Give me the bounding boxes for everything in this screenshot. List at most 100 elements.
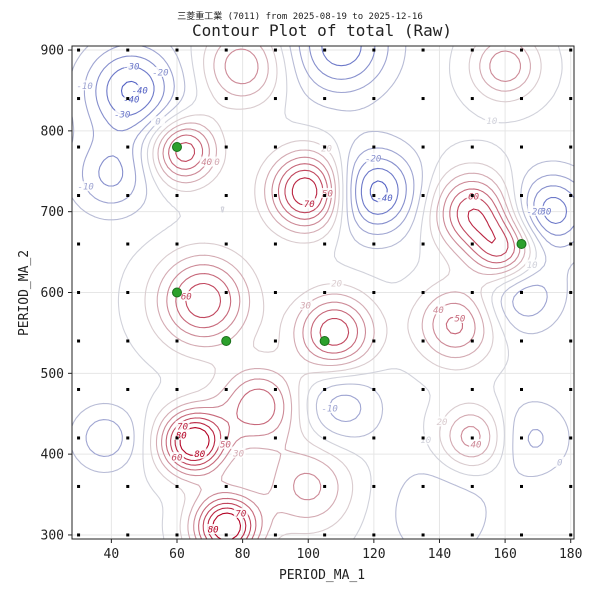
contour-label: 40 [433, 306, 444, 316]
contour-label: 20 [331, 279, 342, 289]
sample-point [323, 387, 327, 391]
sample-point [421, 291, 425, 294]
contour-label: 80 [194, 450, 205, 460]
sample-point [323, 291, 327, 294]
contour-line-level-40 [161, 48, 521, 540]
sample-point [175, 339, 179, 343]
x-tick-label: 40 [104, 547, 120, 562]
sample-point [569, 48, 573, 52]
x-tick-label: 60 [169, 547, 185, 562]
contour-label: -30 [123, 62, 139, 72]
contour-label: 80 [208, 526, 219, 536]
sample-point [470, 291, 474, 294]
sample-point [569, 484, 573, 488]
sample-point [421, 387, 425, 391]
contour-label: -10 [77, 82, 93, 92]
sample-point [372, 484, 376, 488]
sample-point [372, 194, 376, 198]
sample-point [569, 291, 573, 294]
sample-point [372, 387, 376, 391]
contour-label: 60 [468, 192, 479, 202]
contour-line-level-60 [170, 142, 509, 540]
sample-point [569, 387, 573, 391]
contour-label-bg [199, 156, 214, 167]
sample-point [421, 194, 425, 198]
sample-point [323, 484, 327, 488]
sample-point [273, 145, 277, 149]
contour-label: 10 [420, 436, 431, 446]
x-axis-label: PERIOD_MA_1 [279, 568, 365, 583]
contour-label-bg [233, 507, 248, 518]
contour-label-bg [468, 438, 483, 449]
sample-point [323, 436, 327, 440]
sample-point [224, 48, 228, 52]
sample-point [77, 484, 81, 488]
contour-label-bg [418, 434, 433, 445]
contour-label: 60 [181, 292, 192, 302]
sample-point [470, 242, 474, 246]
contour-label: 10 [486, 117, 497, 127]
sample-point [323, 194, 327, 198]
contour-line-level--10 [81, 45, 575, 457]
contour-label-bg [206, 524, 221, 535]
sample-point [77, 145, 81, 149]
sample-point [175, 387, 179, 391]
sample-point [421, 97, 425, 101]
y-tick-label: 500 [41, 367, 64, 382]
contour-label-bg [431, 304, 446, 315]
sample-point [77, 194, 81, 198]
contour-label: 40 [201, 158, 212, 168]
contour-label-bg [527, 205, 542, 216]
contour-label: 70 [304, 200, 315, 210]
contour-label-bg [153, 66, 168, 77]
sample-point [323, 97, 327, 101]
sample-point [224, 436, 228, 440]
sample-point [323, 145, 327, 149]
x-tick-label: 180 [559, 547, 582, 562]
contour-label: 10 [527, 261, 538, 271]
contour-label-bg [78, 181, 93, 192]
contour-label: 50 [322, 189, 333, 199]
contour-label: 40 [471, 440, 482, 450]
contour-label-bg [320, 187, 335, 198]
contour-label: -20 [152, 68, 168, 78]
sample-point [126, 291, 130, 294]
contour-label: -20 [527, 207, 543, 217]
sample-point [175, 436, 179, 440]
contour-label: -10 [78, 183, 94, 193]
contour-label-bg [174, 429, 189, 440]
contour-label: 70 [235, 509, 246, 519]
contour-label-bg [302, 198, 317, 209]
sample-point [372, 48, 376, 52]
sample-point [126, 242, 130, 246]
sample-point [126, 194, 130, 198]
sample-point [470, 339, 474, 343]
contour-label: 20 [437, 418, 448, 428]
highlighted-point [516, 239, 527, 250]
sample-point [323, 242, 327, 246]
sample-point [175, 48, 179, 52]
highlighted-point [221, 335, 232, 346]
sample-point [421, 436, 425, 440]
sample-point [126, 533, 130, 537]
sample-point [273, 97, 277, 101]
contour-label: 50 [220, 440, 231, 450]
sample-point [126, 484, 130, 488]
sample-point [421, 145, 425, 149]
sample-point [126, 145, 130, 149]
contour-label: 30 [208, 158, 220, 168]
sample-point [372, 533, 376, 537]
sample-point [470, 145, 474, 149]
contour-label-bg [536, 205, 551, 216]
sample-point [421, 48, 425, 52]
sample-point [520, 387, 524, 391]
y-tick-label: 900 [41, 44, 64, 59]
contour-label: 20 [321, 145, 332, 155]
contour-label-bg [377, 192, 392, 203]
contour-label: 30 [232, 449, 244, 459]
sample-point [569, 533, 573, 537]
contour-label-bg [151, 116, 166, 127]
y-tick-label: 800 [41, 124, 64, 139]
contour-label-bg [124, 60, 139, 71]
